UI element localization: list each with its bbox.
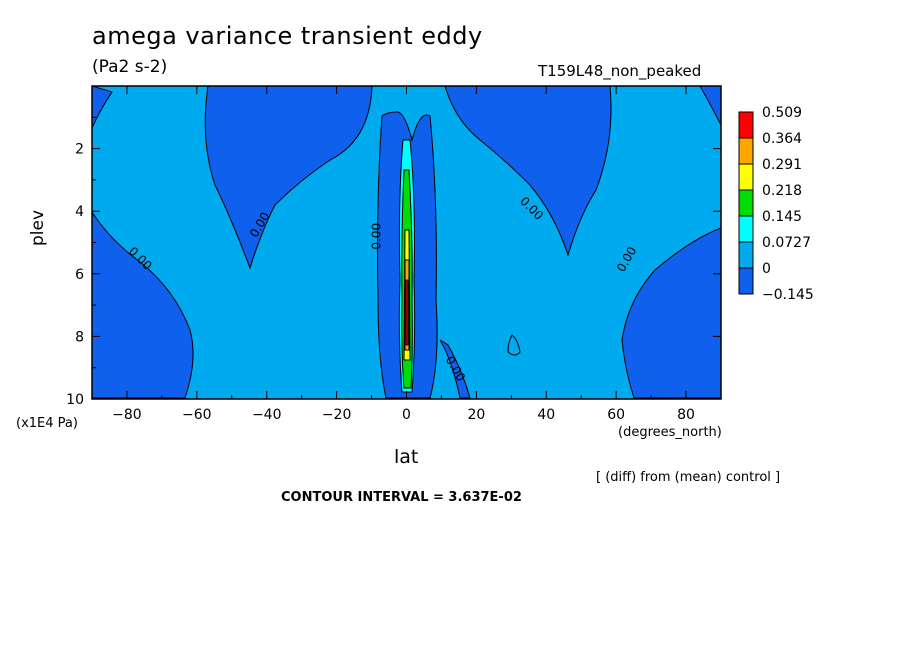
x-tick-label: −60 [182, 407, 212, 423]
run-name: T159L48_non_peaked [538, 62, 702, 80]
contour-label: 0.00 [369, 223, 383, 250]
x-axis-unit: (degrees_north) [618, 425, 722, 440]
y-axis-ticks: 2 4 6 8 10 [66, 116, 721, 408]
x-axis-ticks: −80 −60 −40 −20 0 20 40 60 80 [91, 86, 722, 423]
y-tick-label: 4 [75, 204, 84, 220]
y-axis-unit: (x1E4 Pa) [16, 416, 78, 431]
small-contour-loop [507, 334, 521, 356]
colorbar-label: 0.0727 [762, 235, 811, 251]
colorbar-swatch [738, 267, 754, 295]
plot-area [91, 85, 722, 399]
x-tick-label: 60 [607, 407, 625, 423]
negative-region-left-lower [91, 210, 194, 399]
negative-region-right-lower [621, 227, 722, 399]
diff-note: [ (diff) from (mean) control ] [596, 470, 781, 485]
x-tick-label: 20 [467, 407, 485, 423]
colorbar-swatch [738, 215, 754, 243]
colorbar-label: 0.364 [762, 131, 802, 147]
contour-interval-label: CONTOUR INTERVAL = 3.637E-02 [281, 490, 522, 505]
colorbar-swatch [738, 241, 754, 269]
colorbar-label: 0.509 [762, 105, 802, 121]
colorbar-swatch [738, 189, 754, 217]
negative-region-right-upper [444, 85, 612, 257]
y-tick-label: 2 [75, 142, 84, 158]
x-axis-label: lat [394, 446, 419, 468]
colorbar-label: −0.145 [762, 287, 814, 303]
colorbar-label: 0.145 [762, 209, 802, 225]
colorbar-swatch [738, 163, 754, 191]
x-tick-label: −20 [322, 407, 352, 423]
colorbar: 0.509 0.364 0.291 0.218 0.145 0.0727 0 −0.145 [738, 105, 814, 303]
y-tick-label: 10 [66, 392, 84, 408]
x-tick-label: 80 [677, 407, 695, 423]
chart-title: amega variance transient eddy [92, 22, 483, 50]
y-tick-label: 6 [75, 267, 84, 283]
x-tick-label: 0 [402, 407, 411, 423]
y-tick-label: 8 [75, 329, 84, 345]
negative-region-left-upper [204, 85, 373, 270]
colorbar-label: 0 [762, 261, 771, 277]
chart-units: (Pa2 s-2) [92, 57, 168, 77]
x-tick-label: 40 [537, 407, 555, 423]
x-tick-label: −40 [252, 407, 282, 423]
core-red [405, 279, 409, 346]
colorbar-label: 0.218 [762, 183, 802, 199]
negative-region-right-lower-mid [439, 339, 471, 399]
colorbar-label: 0.291 [762, 157, 802, 173]
colorbar-swatch [738, 111, 754, 139]
colorbar-swatch [738, 137, 754, 165]
x-tick-label: −80 [112, 407, 142, 423]
